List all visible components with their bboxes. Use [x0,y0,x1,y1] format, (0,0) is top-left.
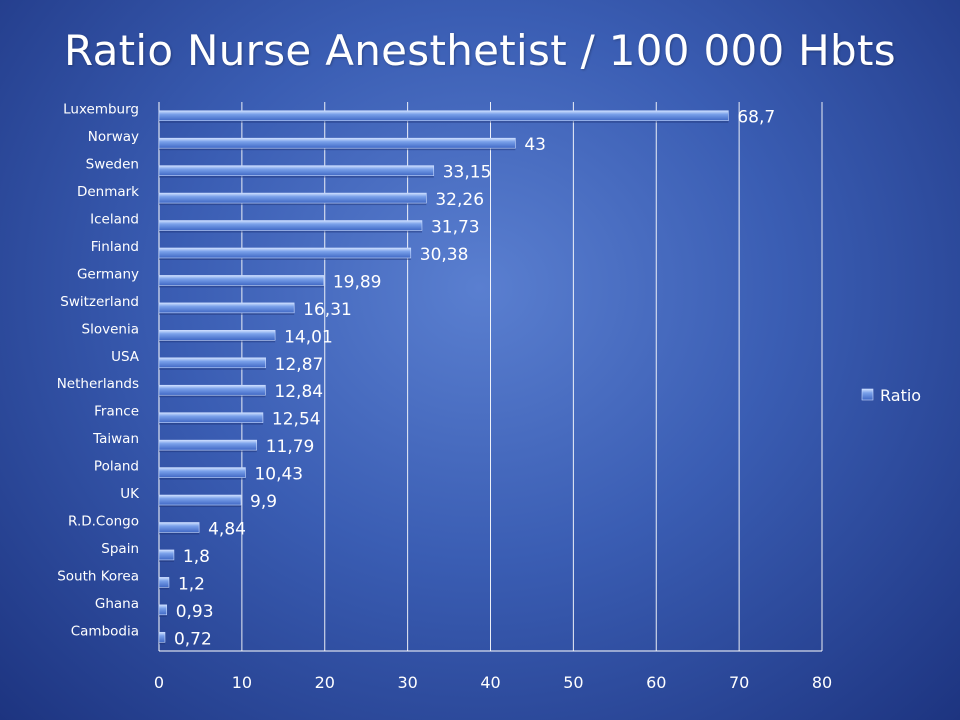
x-tick-label: 30 [397,673,417,692]
category-label: France [94,404,139,420]
bar [158,247,412,259]
category-label: USA [111,349,140,365]
bar [158,467,246,478]
data-label: 1,8 [183,547,210,567]
data-label: 30,38 [420,245,469,265]
bar [158,165,435,176]
x-tick-label: 80 [812,673,832,692]
data-label: 43 [524,135,546,155]
bars [158,110,729,645]
category-label: Denmark [77,184,139,200]
bar [158,494,242,506]
gridlines [158,102,823,652]
bar [158,330,276,341]
category-label: Slovenia [82,321,139,337]
legend: Ratio [861,386,921,405]
category-labels: Luxemburg Norway Sweden Denmark Iceland Finla… [57,102,140,640]
category-label: Finland [91,239,139,255]
x-tick-label: 10 [232,673,252,692]
category-label: Luxemburg [63,102,139,118]
bar [158,275,325,286]
data-label: 12,84 [274,382,323,402]
bar [158,110,729,122]
x-axis-tick-labels: 0 10 20 30 40 50 60 70 80 [154,673,832,692]
data-label: 1,2 [178,574,205,594]
bar [158,549,175,561]
x-tick-label: 40 [480,673,500,692]
bar [158,384,266,396]
data-label: 33,15 [443,163,492,183]
category-label: Germany [77,266,139,282]
data-label: 31,73 [431,218,480,238]
data-label: 10,43 [254,465,303,485]
data-label: 12,54 [272,410,321,430]
bar [158,439,258,451]
category-label: R.D.Congo [68,513,139,529]
bar [158,522,200,533]
data-label: 32,26 [435,190,484,210]
x-tick-label: 50 [563,673,583,692]
category-label: UK [120,486,140,502]
data-label: 19,89 [333,272,382,292]
data-label: 4,84 [208,519,246,539]
category-label: Cambodia [71,623,139,639]
category-label: South Korea [57,568,139,584]
data-label: 12,87 [275,355,324,375]
category-label: Norway [88,129,139,145]
category-label: Poland [94,459,139,475]
category-label: Sweden [86,157,139,173]
category-label: Ghana [95,596,139,612]
bar [158,137,516,149]
bar [158,631,166,643]
legend-label: Ratio [880,386,921,405]
data-label: 9,9 [250,492,277,512]
bar [158,302,295,314]
data-label: 68,7 [737,108,775,128]
chart-title: Ratio Nurse Anesthetist / 100 000 Hbts [64,26,896,75]
bar [158,604,168,616]
category-label: Netherlands [57,376,139,392]
data-label: 0,72 [174,629,212,649]
x-tick-label: 60 [646,673,666,692]
bar [158,357,266,369]
data-label: 0,93 [176,602,214,622]
category-label: Spain [101,541,139,557]
category-label: Iceland [90,212,139,228]
x-tick-label: 20 [315,673,335,692]
bar [158,412,264,423]
data-label: 11,79 [266,437,315,457]
legend-swatch [861,388,874,401]
value-labels: 68,7 43 33,15 32,26 31,73 30,38 19,89 16,31 14,0… [174,108,775,650]
data-label: 16,31 [303,300,352,320]
data-label: 14,01 [284,327,333,347]
bar [158,192,427,204]
category-label: Switzerland [60,294,139,310]
bar [158,220,423,231]
category-label: Taiwan [92,431,139,447]
x-tick-label: 70 [729,673,749,692]
x-tick-label: 0 [154,673,164,692]
bar [158,577,170,588]
